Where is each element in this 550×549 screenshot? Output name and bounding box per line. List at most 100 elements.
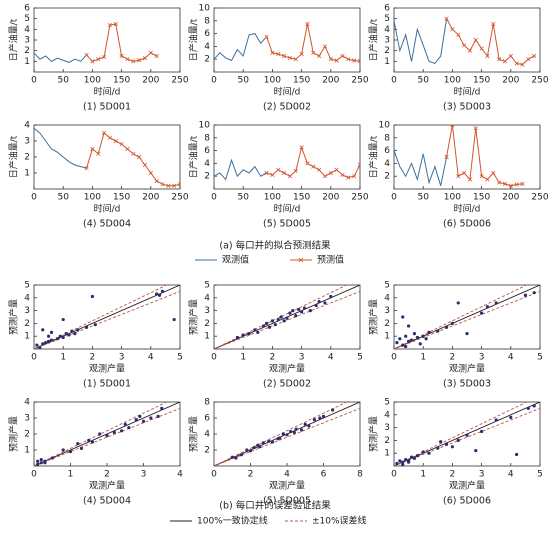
point [43, 461, 47, 465]
point [98, 432, 102, 436]
x-axis-label: 观测产量 [269, 363, 305, 375]
point-marker [467, 177, 473, 182]
point-marker [131, 59, 136, 64]
reference-line [34, 407, 180, 466]
group-caption: (b) 每口井的误差验证结果 [219, 500, 331, 512]
y-tick-label: 1 [384, 332, 390, 342]
point [285, 316, 289, 320]
point [294, 314, 298, 318]
point [526, 406, 530, 410]
y-axis-label: 预测产量 [8, 416, 20, 452]
point [267, 439, 271, 443]
point [407, 339, 411, 343]
x-tick-label: 6 [321, 470, 327, 480]
point [401, 463, 405, 466]
y-tick-label: 1 [24, 169, 30, 179]
x-tick-label: 1 [68, 470, 74, 480]
chart-11: 0 1 2 3 4 5 1 2 3 4 5 观测产量 预测产量 (6) 5D006 [368, 398, 543, 507]
y-tick-label: 1 [204, 332, 210, 342]
point-marker [334, 167, 339, 172]
point-marker [293, 57, 298, 62]
reference-line [214, 285, 348, 349]
point [264, 321, 269, 325]
point [427, 451, 431, 455]
y-tick-label: 10 [199, 121, 211, 131]
point-marker [154, 178, 159, 184]
x-tick-label: 0 [31, 193, 37, 203]
chart-caption: (1) 5D001 [83, 379, 131, 390]
plot-frame [393, 124, 541, 190]
point [398, 337, 402, 341]
x-tick-label: 5 [537, 353, 543, 363]
x-tick-label: 250 [531, 76, 548, 86]
point [261, 441, 265, 445]
y-tick-label: 4 [384, 410, 390, 420]
point [404, 334, 408, 338]
point [248, 449, 253, 453]
x-tick-label: 4 [508, 353, 514, 363]
point [480, 429, 484, 434]
x-tick-label: 5 [177, 353, 183, 363]
point [418, 342, 422, 346]
y-tick-label: 3 [384, 36, 390, 46]
point [120, 429, 124, 433]
point [68, 450, 73, 454]
point [294, 427, 298, 431]
point-marker [346, 175, 351, 180]
series-line [394, 150, 448, 186]
y-axis-label: 预测产量 [188, 299, 200, 335]
point [64, 332, 68, 336]
point-marker [317, 167, 322, 172]
reference-line [394, 290, 540, 349]
x-tick-label: 250 [171, 76, 188, 86]
point [38, 346, 42, 349]
x-tick-label: 1 [60, 353, 66, 363]
point-marker [177, 182, 180, 187]
point-marker [142, 56, 148, 61]
chart-caption: (1) 5D001 [83, 102, 131, 113]
y-tick-label: 4 [24, 293, 30, 303]
x-tick-label: 0 [391, 193, 397, 203]
point [270, 440, 274, 444]
point-marker [444, 154, 449, 160]
x-tick-label: 50 [417, 193, 429, 203]
x-tick-label: 250 [531, 193, 548, 203]
point [300, 310, 304, 314]
x-tick-label: 100 [84, 193, 101, 203]
y-tick-label: 4 [204, 293, 210, 303]
x-tick-label: 2 [270, 353, 276, 363]
y-tick-label: 2 [24, 153, 30, 163]
point [90, 294, 94, 299]
x-tick-label: 100 [444, 193, 461, 203]
x-axis-label: 观测产量 [89, 363, 125, 375]
y-tick-label: 3 [24, 137, 30, 147]
y-tick-label: 6 [24, 4, 30, 14]
reference-line [214, 290, 360, 349]
x-tick-label: 2 [450, 470, 456, 480]
x-tick-label: 5 [357, 353, 363, 363]
plot-frame [33, 284, 181, 350]
point [409, 455, 414, 459]
y-tick-label: 10 [379, 121, 391, 131]
x-tick-label: 0 [211, 353, 217, 363]
plot-frame [213, 284, 361, 350]
point [421, 334, 425, 338]
point [41, 342, 45, 346]
point [44, 341, 48, 345]
point-marker [340, 172, 345, 178]
x-tick-label: 150 [293, 76, 310, 86]
point-marker [125, 146, 130, 152]
y-tick-label: 2 [204, 446, 210, 456]
y-tick-label: 4 [384, 25, 390, 35]
point-marker [125, 57, 130, 62]
plot-frame [213, 124, 361, 190]
x-tick-label: 50 [237, 76, 249, 86]
reference-line [394, 285, 528, 349]
x-tick-label: 0 [31, 470, 37, 480]
x-tick-label: 150 [473, 193, 490, 203]
x-tick-label: 200 [142, 193, 159, 203]
y-axis-label: 预测产量 [368, 299, 380, 335]
point [58, 334, 62, 338]
